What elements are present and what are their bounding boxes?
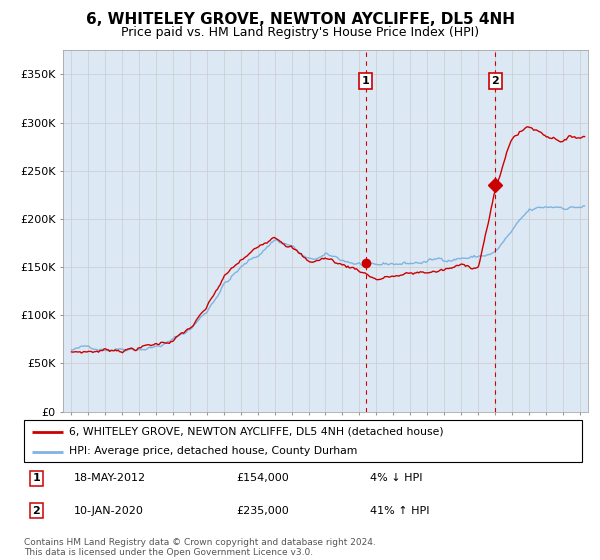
Text: 4% ↓ HPI: 4% ↓ HPI [370, 473, 422, 483]
Text: 18-MAY-2012: 18-MAY-2012 [74, 473, 146, 483]
Text: 2: 2 [32, 506, 40, 516]
Text: £235,000: £235,000 [236, 506, 289, 516]
Text: £154,000: £154,000 [236, 473, 289, 483]
Text: 6, WHITELEY GROVE, NEWTON AYCLIFFE, DL5 4NH (detached house): 6, WHITELEY GROVE, NEWTON AYCLIFFE, DL5 … [68, 427, 443, 437]
Text: Price paid vs. HM Land Registry's House Price Index (HPI): Price paid vs. HM Land Registry's House … [121, 26, 479, 39]
Text: 41% ↑ HPI: 41% ↑ HPI [370, 506, 430, 516]
Text: 10-JAN-2020: 10-JAN-2020 [74, 506, 144, 516]
Text: 1: 1 [32, 473, 40, 483]
Text: 6, WHITELEY GROVE, NEWTON AYCLIFFE, DL5 4NH: 6, WHITELEY GROVE, NEWTON AYCLIFFE, DL5 … [86, 12, 515, 27]
Text: HPI: Average price, detached house, County Durham: HPI: Average price, detached house, Coun… [68, 446, 357, 456]
Text: Contains HM Land Registry data © Crown copyright and database right 2024.
This d: Contains HM Land Registry data © Crown c… [24, 538, 376, 557]
Text: 1: 1 [362, 76, 370, 86]
Text: 2: 2 [491, 76, 499, 86]
